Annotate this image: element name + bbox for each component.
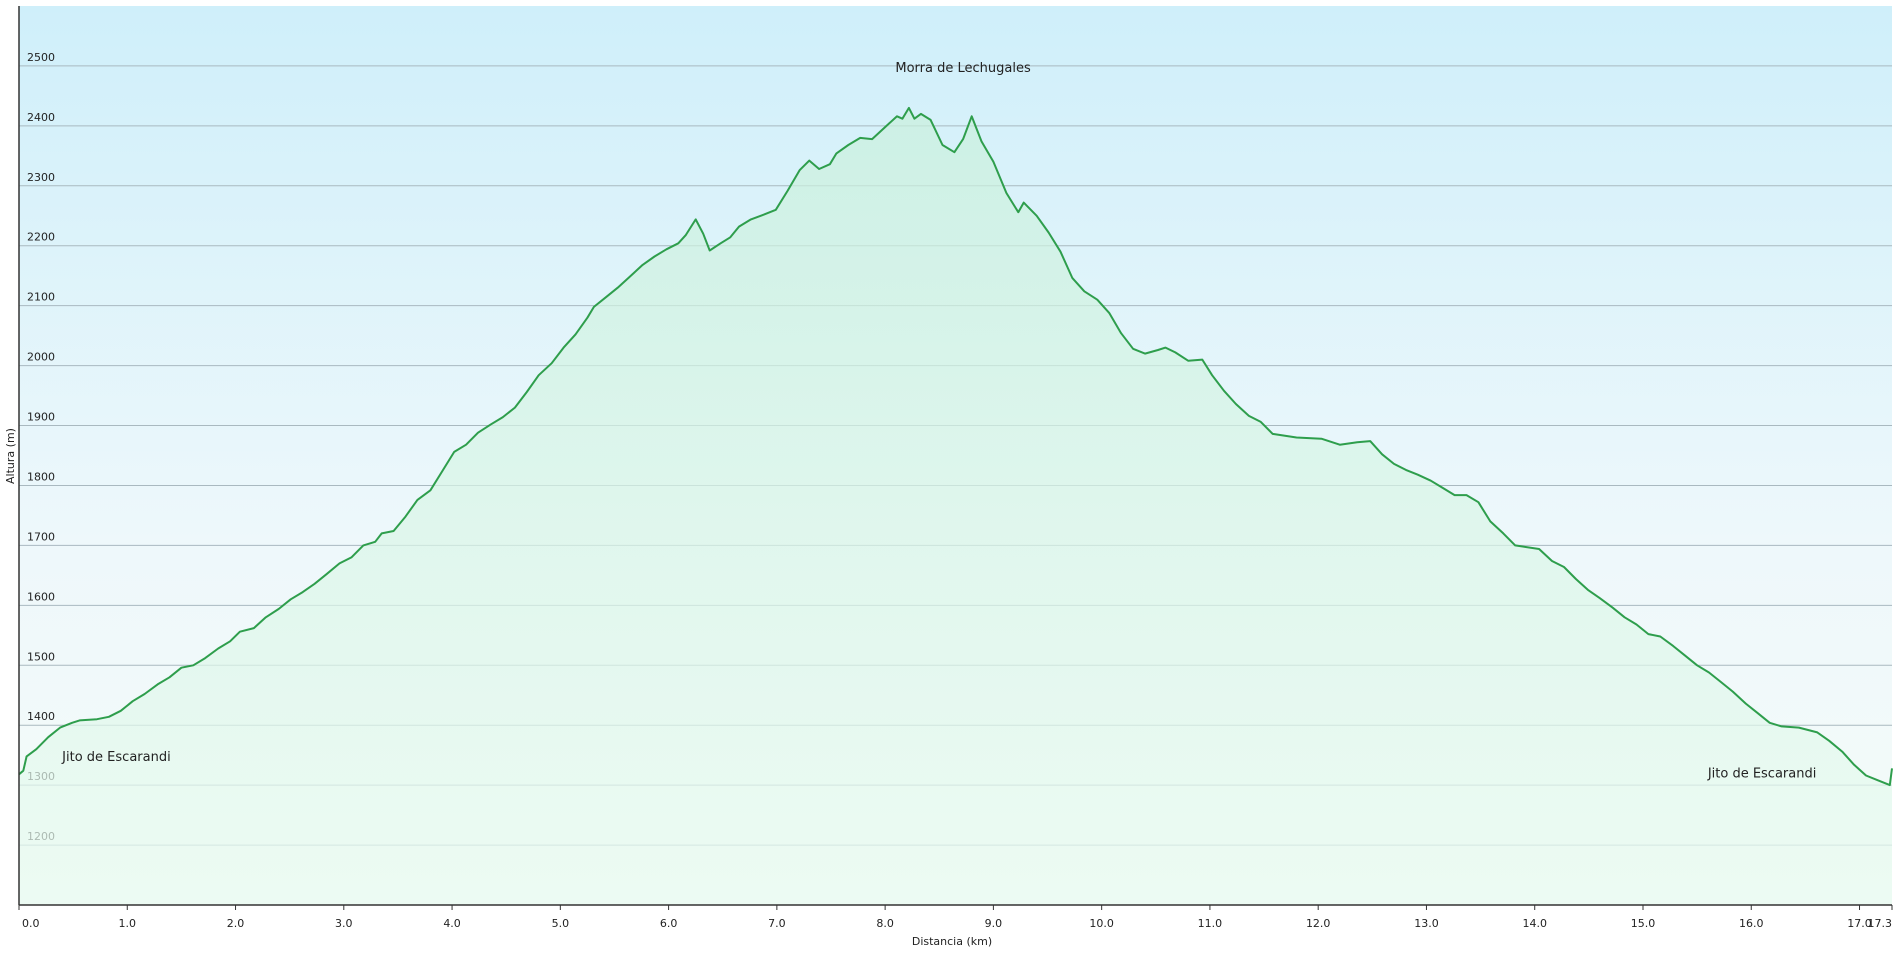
x-tick-label: 5.0 — [552, 917, 570, 930]
x-tick-label: 13.0 — [1414, 917, 1439, 930]
x-tick-label: 3.0 — [335, 917, 353, 930]
x-tick-label: 17.0 — [1847, 917, 1872, 930]
annotation: Jito de Escarandi — [61, 750, 171, 765]
annotation: Jito de Escarandi — [1707, 766, 1817, 781]
x-tick-label: 10.0 — [1089, 917, 1114, 930]
x-tick-label: 7.0 — [768, 917, 786, 930]
x-tick-label: 4.0 — [443, 917, 461, 930]
x-tick-label: 1.0 — [119, 917, 137, 930]
y-tick-label: 1600 — [27, 590, 55, 603]
y-tick-label: 1400 — [27, 710, 55, 723]
x-tick-label: 15.0 — [1631, 917, 1656, 930]
x-tick-label: 6.0 — [660, 917, 678, 930]
y-tick-label: 1800 — [27, 470, 55, 483]
x-tick-label: 2.0 — [227, 917, 245, 930]
y-tick-label: 2000 — [27, 351, 55, 364]
x-tick-label: 17.3 — [1868, 917, 1893, 930]
y-tick-label: 2400 — [27, 111, 55, 124]
x-tick-label: 16.0 — [1739, 917, 1764, 930]
elevation-line — [18, 106, 1893, 787]
x-tick-label: 8.0 — [876, 917, 894, 930]
y-tick-label: 2500 — [27, 51, 55, 64]
x-tick-label: 9.0 — [985, 917, 1003, 930]
x-tick-label: 11.0 — [1198, 917, 1223, 930]
x-tick-label: 12.0 — [1306, 917, 1331, 930]
x-tick-label: 14.0 — [1522, 917, 1547, 930]
x-axis-label: Distancia (km) — [912, 935, 992, 948]
y-tick-label: 1700 — [27, 530, 55, 543]
y-tick-label: 2200 — [27, 231, 55, 244]
annotation: Morra de Lechugales — [895, 61, 1031, 76]
y-tick-label: 2300 — [27, 171, 55, 184]
x-tick-label: 0.0 — [22, 917, 40, 930]
y-tick-label: 1900 — [27, 411, 55, 424]
y-axis-label: Altura (m) — [4, 428, 17, 484]
y-tick-label: 2100 — [27, 291, 55, 304]
y-tick-label: 1500 — [27, 650, 55, 663]
area-fill — [19, 107, 1892, 905]
